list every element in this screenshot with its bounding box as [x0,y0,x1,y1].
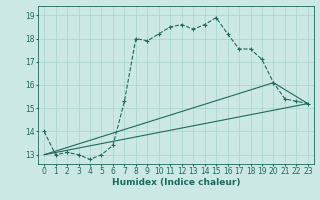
X-axis label: Humidex (Indice chaleur): Humidex (Indice chaleur) [112,178,240,187]
